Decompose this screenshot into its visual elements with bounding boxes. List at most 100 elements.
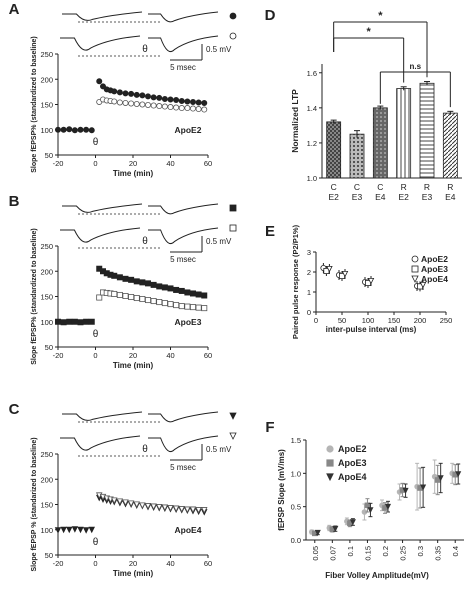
data-point [167,104,174,111]
y-tick-label: 150 [40,293,53,302]
data-point [116,89,123,96]
data-point [133,501,140,508]
data-point [184,289,191,296]
data-point [184,506,191,514]
data-point [189,98,196,105]
data-point [71,526,79,533]
data-point [455,471,462,478]
category-label: E4 [445,192,456,202]
data-point [133,100,140,107]
data-point [201,507,208,514]
data-point [139,279,146,286]
legend-label: ApoE4 [338,472,367,482]
data-point [111,497,118,504]
data-point [161,103,168,110]
y-tick-label: 100 [40,318,53,327]
data-point [127,500,135,507]
x-tick-label: 0.35 [434,546,443,561]
x-axis-label: inter-pulse interval (ms) [326,325,417,334]
data-point [201,305,208,312]
data-point [167,301,174,308]
data-point [139,92,146,99]
data-point [122,499,129,506]
y-tick-label: 1.0 [307,174,317,183]
bar [372,107,388,179]
data-point [161,284,168,291]
y-tick-label: 3 [307,248,311,257]
y-tick-label: 250 [40,450,53,459]
data-point [144,102,151,109]
x-axis-label: Time (min) [113,361,154,370]
data-point [156,504,163,511]
y-axis-label: Slope fEPSP% (standardized to baseline) [31,36,38,173]
theta-label: θ [142,444,148,455]
data-point [189,105,196,112]
data-point [201,99,208,106]
data-point [161,95,168,102]
x-tick-label: 0 [314,316,318,325]
y-tick-label: 0.0 [291,536,301,545]
data-point [184,105,191,112]
data-point [156,94,163,101]
x-tick-label: 0.2 [381,546,390,556]
data-point [178,105,185,112]
data-point [116,99,123,106]
data-point [178,506,185,513]
data-point [60,526,67,534]
data-point [184,98,191,105]
data-point [150,503,157,511]
x-tick-label: 0.4 [451,546,460,556]
theta-label: θ [142,236,148,247]
y-axis-label: Slope fEPSP% (standardized to baseline) [31,228,38,365]
data-point [133,278,140,285]
data-point [144,297,151,304]
x-tick-label: 40 [166,351,174,360]
data-point [173,302,180,309]
data-point [189,506,197,514]
baseline-trace-1 [62,11,143,21]
data-point [116,274,123,281]
data-point [122,292,129,299]
x-tick-label: 20 [129,159,137,168]
data-point [173,286,180,293]
data-point [77,126,84,133]
scale-time: 5 msec [170,463,196,472]
legend-label: ApoE3 [421,264,448,274]
data-point [122,90,129,97]
x-tick-label: 250 [440,316,453,325]
y-axis-label: Paired pulse response (P2/P1%) [291,224,300,339]
panel-letter: C [9,401,20,418]
x-tick-label: 60 [204,159,212,168]
data-point [156,299,163,306]
legend-marker [326,459,334,467]
data-point [172,505,180,513]
x-tick-label: 200 [414,316,427,325]
data-point [111,88,118,95]
data-point [82,527,90,534]
data-point [189,304,196,311]
ltp-trace-2 [148,435,219,453]
data-point [314,529,321,536]
trace-marker-open [229,432,237,440]
category-label: E2 [398,192,409,202]
legend-label: ApoE2 [421,254,448,264]
x-tick-label: 40 [166,159,174,168]
legend-label: ApoE3 [338,458,367,468]
baseline-trace-2 [60,227,141,243]
x-tick-label: -20 [53,159,64,168]
data-point [66,126,73,133]
data-point [60,126,67,133]
y-tick-label: 150 [40,101,53,110]
panel-a: Aθ 0.5 mV 5 msec 50 100 150 200 250 -20 0 20 40 60 Ti… [9,1,237,178]
trace-marker-filled [229,412,237,420]
x-tick-label: 40 [166,559,174,568]
ltp-trace-1 [148,203,219,215]
data-point [55,126,62,133]
x-tick-label: 60 [204,351,212,360]
x-tick-label: 100 [362,316,375,325]
trace-marker-filled [229,204,237,212]
panel-letter: E [265,223,275,240]
baseline-trace-2 [60,435,141,451]
data-point [420,484,427,491]
